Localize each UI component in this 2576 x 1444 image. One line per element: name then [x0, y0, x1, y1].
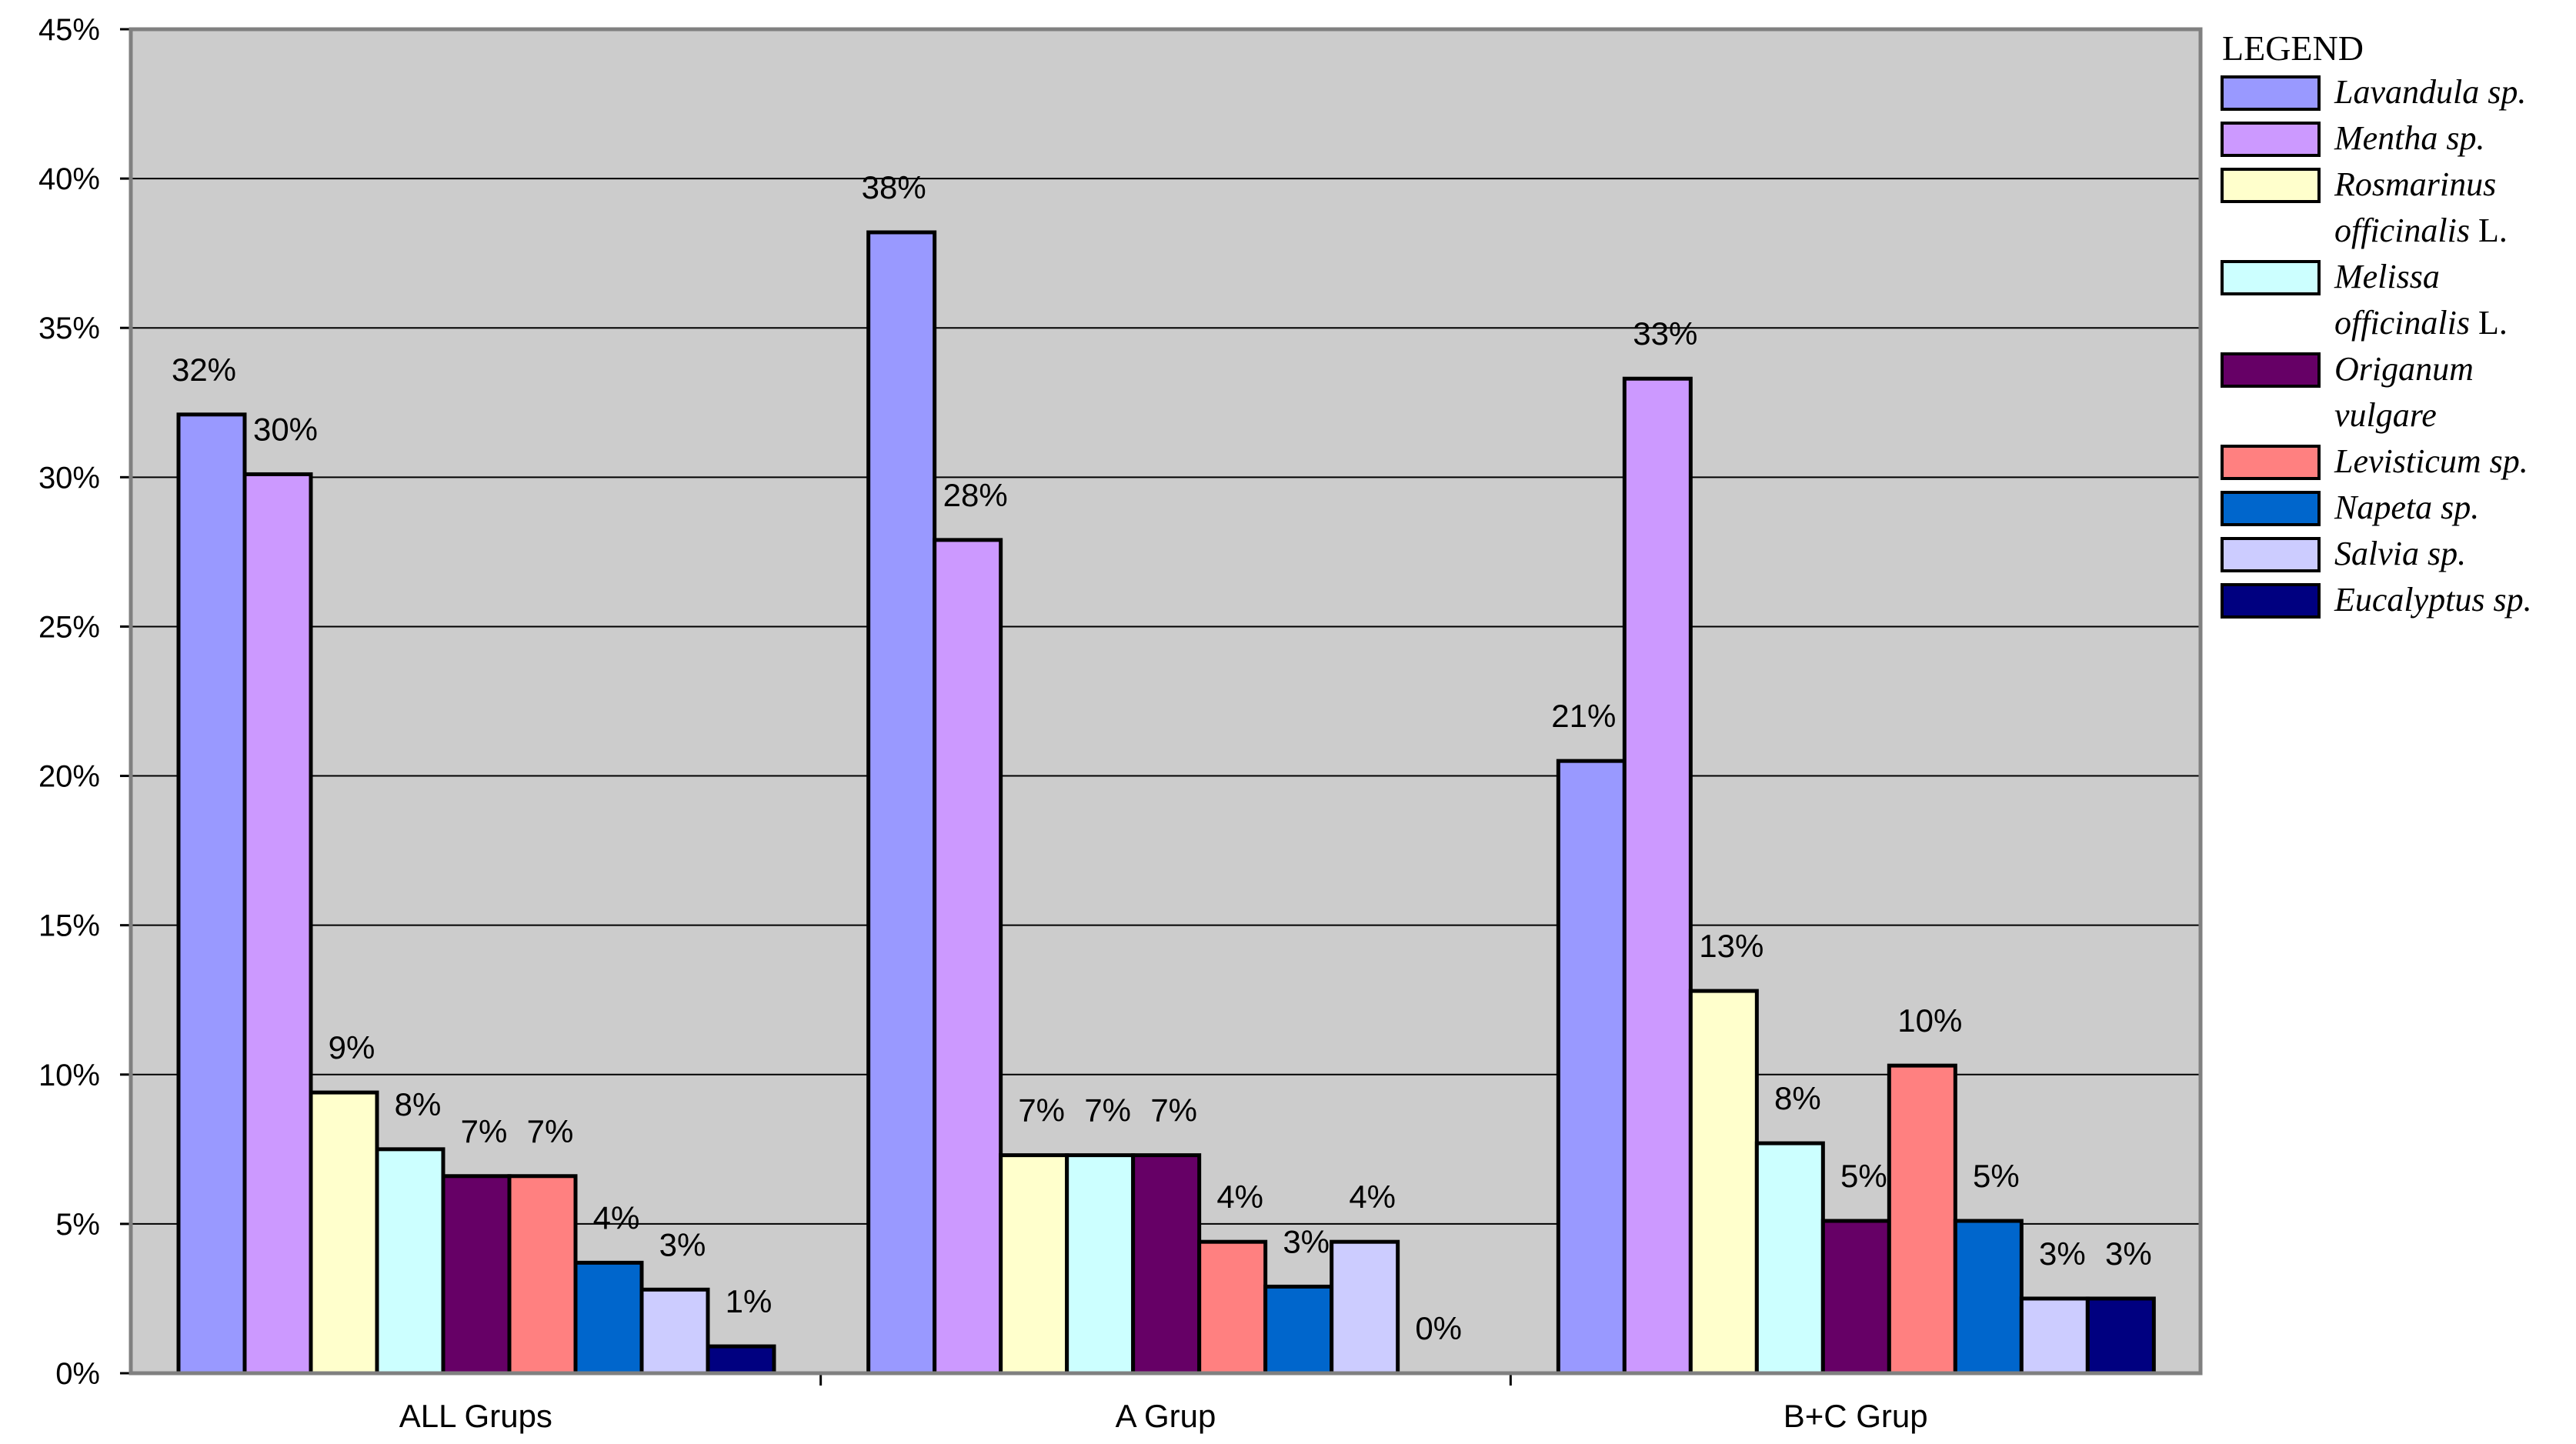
- plot-border: [128, 27, 2203, 1376]
- legend-swatch: [2221, 352, 2321, 388]
- data-labels: 32% 30% 9% 8% 7% 7% 4% 3% 1% 38% 28% 7% 7% 7% 4% 3% 4% 0%…: [172, 169, 2152, 1346]
- data-label: 3%: [2039, 1236, 2086, 1272]
- bar: [2085, 1296, 2156, 1376]
- legend-swatch: [2221, 583, 2321, 619]
- y-tick-label: 30%: [38, 461, 100, 495]
- legend-label: Origanum vulgare: [2334, 350, 2474, 434]
- bar: [1754, 1141, 1825, 1376]
- data-label: 3%: [2105, 1236, 2152, 1272]
- bar: [2019, 1296, 2090, 1376]
- legend-swatch: [2221, 445, 2321, 480]
- legend-label: Napeta sp.: [2334, 489, 2479, 526]
- bar: [866, 230, 937, 1376]
- bar: [1131, 1153, 1202, 1376]
- legend-swatch: [2221, 75, 2321, 111]
- legend-label: Rosmarinus officinalis L.: [2334, 165, 2508, 249]
- legend-label: Salvia sp.: [2334, 535, 2466, 572]
- y-tick-label: 35%: [38, 312, 100, 345]
- category-label: ALL Grups: [399, 1398, 552, 1434]
- y-tick-label: 40%: [38, 162, 100, 196]
- data-label: 5%: [1840, 1158, 1887, 1194]
- y-tick-label: 20%: [38, 760, 100, 794]
- legend-swatch: [2221, 168, 2321, 203]
- legend-title: LEGEND: [2222, 28, 2364, 68]
- bar: [176, 412, 247, 1376]
- bar: [1820, 1219, 1891, 1376]
- data-label: 1%: [726, 1283, 772, 1319]
- legend-swatch: [2221, 260, 2321, 295]
- plot-background: [131, 29, 2201, 1373]
- data-label: 13%: [1699, 928, 1763, 964]
- bar: [309, 1090, 379, 1376]
- data-label: 7%: [527, 1113, 574, 1149]
- data-label: 7%: [1084, 1092, 1131, 1129]
- y-axis-ticks: 0% 5% 10% 15% 20% 25% 30% 35% 40% 45%: [38, 13, 131, 1391]
- legend-label: Melissa officinalis L.: [2334, 258, 2508, 342]
- data-label: 0%: [1415, 1310, 1462, 1346]
- axes: [128, 27, 2203, 1386]
- legend-swatch: [2221, 537, 2321, 572]
- data-label: 10%: [1897, 1002, 1962, 1039]
- y-tick-label: 45%: [38, 13, 100, 47]
- y-tick-label: 10%: [38, 1059, 100, 1092]
- data-label: 7%: [1150, 1092, 1197, 1129]
- bar: [242, 472, 313, 1376]
- legend-label: Levisticum sp.: [2334, 442, 2528, 480]
- data-label: 33%: [1633, 315, 1697, 352]
- bar: [933, 538, 1003, 1376]
- bar: [1197, 1239, 1268, 1376]
- bar: [1556, 759, 1627, 1376]
- category-label: A Grup: [1116, 1398, 1216, 1434]
- category-label: B+C Grup: [1784, 1398, 1928, 1434]
- legend-swatch: [2221, 491, 2321, 526]
- data-label: 3%: [1283, 1223, 1330, 1259]
- bar: [1953, 1219, 2024, 1376]
- data-label: 28%: [943, 477, 1008, 513]
- bar: [999, 1153, 1069, 1376]
- data-label: 5%: [1973, 1158, 2020, 1194]
- data-label: 8%: [395, 1086, 442, 1122]
- y-tick-label: 25%: [38, 610, 100, 644]
- bar: [706, 1344, 776, 1376]
- bars: [176, 230, 2156, 1376]
- data-label: 3%: [659, 1226, 706, 1262]
- legend-label: Eucalyptus sp.: [2334, 581, 2532, 619]
- data-label: 4%: [1349, 1179, 1396, 1215]
- data-label: 7%: [1018, 1092, 1065, 1129]
- bar: [507, 1174, 578, 1376]
- bar: [1263, 1284, 1334, 1376]
- legend-label: Mentha sp.: [2334, 119, 2485, 157]
- bar: [1622, 376, 1693, 1376]
- legend: LEGEND Lavandula sp. Mentha sp. Rosmarinus o…: [2221, 28, 2532, 619]
- bar: [639, 1287, 710, 1376]
- legend-swatch: [2221, 122, 2321, 157]
- bar: [441, 1174, 512, 1376]
- bar: [1330, 1239, 1400, 1376]
- data-label: 9%: [329, 1029, 375, 1065]
- bar: [1688, 989, 1759, 1376]
- data-label: 4%: [1216, 1179, 1263, 1215]
- bar: [573, 1260, 644, 1376]
- bar: [1065, 1153, 1136, 1376]
- data-label: 32%: [172, 352, 236, 388]
- data-label: 38%: [862, 169, 926, 205]
- bar: [375, 1147, 445, 1376]
- y-tick-label: 0%: [55, 1357, 100, 1391]
- bar: [1887, 1063, 1957, 1376]
- y-tick-label: 15%: [38, 909, 100, 943]
- data-label: 21%: [1551, 698, 1616, 734]
- y-tick-label: 5%: [55, 1208, 100, 1242]
- data-label: 30%: [253, 411, 318, 447]
- legend-label: Lavandula sp.: [2334, 73, 2526, 111]
- data-label: 7%: [461, 1113, 508, 1149]
- category-labels: ALL Grups A Grup B+C Grup: [399, 1398, 1928, 1434]
- data-label: 4%: [593, 1199, 640, 1236]
- data-label: 8%: [1774, 1080, 1821, 1116]
